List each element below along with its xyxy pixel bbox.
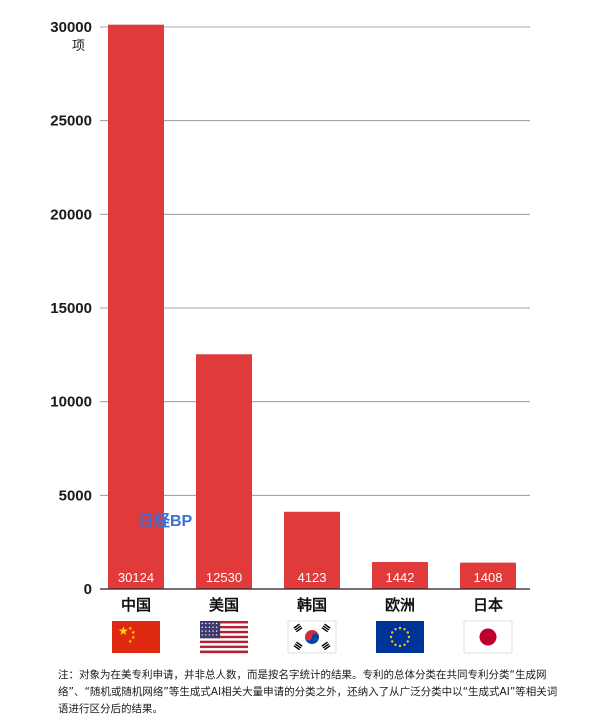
bars: 30124 12530 4123 1442 1408 — [108, 24, 516, 590]
svg-text:★: ★ — [118, 624, 129, 638]
bar — [108, 24, 164, 590]
bar-value-label: 30124 — [118, 570, 154, 585]
svg-text:★: ★ — [131, 635, 136, 641]
bar-value-label: 4123 — [298, 570, 327, 585]
gridlines — [100, 26, 530, 496]
x-category-label: 中国 — [121, 596, 151, 614]
bar — [196, 354, 252, 589]
japan-flag-icon — [463, 620, 513, 654]
x-category-label: 美国 — [209, 596, 239, 614]
eu-flag-icon — [376, 621, 424, 653]
usa-flag-icon — [200, 621, 248, 654]
x-axis-categories: 中国 美国 韩国 欧洲 日本 — [121, 596, 503, 614]
svg-text:★: ★ — [131, 630, 136, 636]
south-korea-flag-icon — [287, 620, 337, 654]
x-category-label: 欧洲 — [385, 596, 415, 614]
watermark-logo: 日経BP — [138, 511, 193, 530]
y-tick-label: 20000 — [50, 206, 92, 223]
bar-chart: 0 5000 10000 15000 20000 25000 30000 项 30124 12… — [50, 19, 530, 654]
y-axis-unit: 项 — [72, 39, 85, 54]
china-flag-icon: ★ ★★★★ — [112, 621, 160, 653]
bar — [372, 561, 428, 589]
bar-value-label: 1442 — [386, 570, 415, 585]
y-tick-label: 0 — [84, 581, 92, 598]
y-tick-label: 5000 — [59, 487, 92, 504]
flags: ★ ★★★★ — [112, 620, 513, 654]
bar — [460, 562, 516, 589]
y-tick-label: 25000 — [50, 113, 92, 130]
x-category-label: 韩国 — [297, 596, 327, 614]
svg-text:★: ★ — [128, 639, 133, 645]
y-tick-label: 10000 — [50, 394, 92, 411]
svg-text:★: ★ — [128, 626, 133, 632]
x-category-label: 日本 — [473, 596, 503, 614]
y-tick-label: 15000 — [50, 300, 92, 317]
footnote: 注：对象为在美专利申请，并非总人数，而是按名字统计的结果。专利的总体分类在共同专… — [58, 669, 558, 715]
bar-value-label: 12530 — [206, 570, 242, 585]
y-tick-label: 30000 — [50, 19, 92, 36]
bar-value-label: 1408 — [474, 570, 503, 585]
y-axis-ticks: 0 5000 10000 15000 20000 25000 30000 — [50, 19, 92, 598]
bar — [284, 511, 340, 589]
